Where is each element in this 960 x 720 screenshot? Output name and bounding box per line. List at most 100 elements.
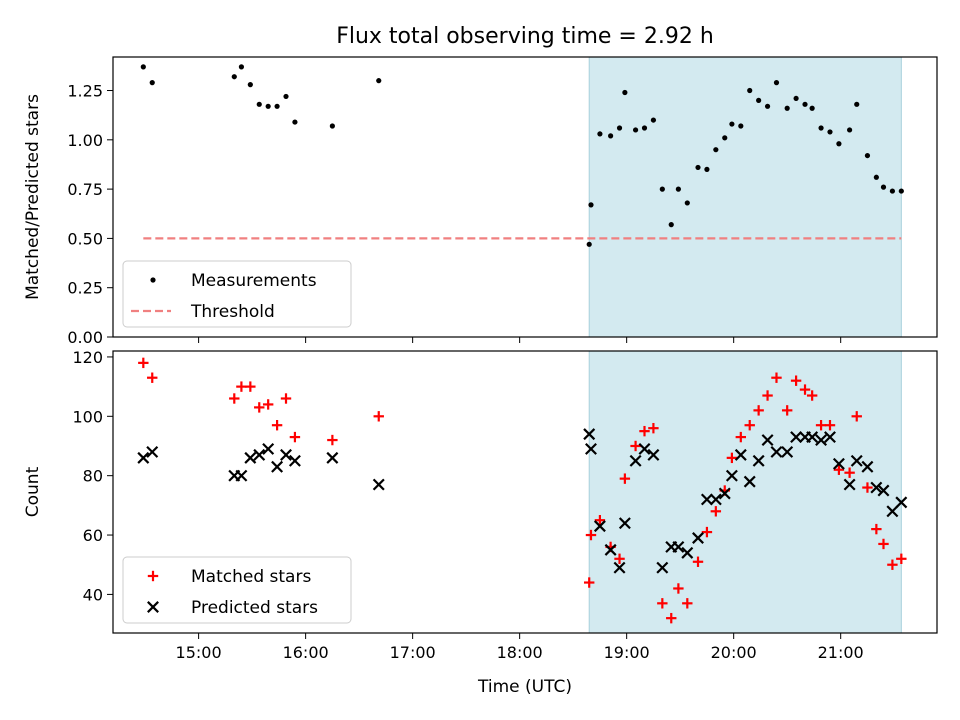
data-point bbox=[709, 493, 722, 506]
data-point bbox=[818, 125, 824, 131]
x-stroke-b bbox=[815, 434, 828, 447]
data-point bbox=[832, 457, 845, 470]
x-stroke-b bbox=[585, 442, 597, 455]
x-stroke-b bbox=[137, 451, 150, 464]
data-point bbox=[726, 452, 738, 464]
axes-frame bbox=[112, 56, 938, 338]
data-point bbox=[138, 357, 149, 369]
data-point bbox=[738, 123, 744, 129]
data-point bbox=[588, 202, 594, 208]
data-point bbox=[584, 577, 595, 588]
data-point bbox=[280, 393, 292, 404]
data-point bbox=[326, 451, 339, 464]
data-point bbox=[262, 442, 275, 455]
data-point bbox=[692, 532, 704, 544]
data-point bbox=[862, 482, 873, 493]
x-stroke-b bbox=[824, 431, 836, 444]
data-point bbox=[836, 141, 842, 147]
data-point bbox=[254, 402, 265, 413]
data-point bbox=[725, 469, 738, 482]
data-point bbox=[630, 440, 641, 452]
x-stroke-b bbox=[709, 493, 722, 506]
data-point bbox=[878, 538, 889, 550]
x-tick-label: 17:00 bbox=[390, 643, 436, 662]
ratio-panel: 0.00 0.25 0.50 0.75 1.00 1.25 Matched/Predicte… bbox=[23, 56, 938, 347]
data-point bbox=[597, 131, 603, 137]
x-stroke-b bbox=[761, 434, 774, 447]
data-point bbox=[140, 64, 146, 70]
data-point bbox=[743, 475, 756, 488]
y-tick-label: 1.00 bbox=[67, 131, 103, 150]
data-point bbox=[700, 493, 713, 506]
y-tick-label: 120 bbox=[72, 348, 103, 367]
x-stroke-b bbox=[743, 475, 756, 488]
y-tick-label: 80 bbox=[83, 467, 103, 486]
legend: Matched stars Predicted stars bbox=[122, 556, 352, 624]
y-axis-label: Matched/Predicted stars bbox=[23, 94, 43, 300]
data-point bbox=[710, 506, 722, 517]
data-point bbox=[790, 431, 803, 444]
data-point bbox=[887, 559, 898, 570]
data-point bbox=[641, 125, 648, 131]
data-point bbox=[149, 80, 155, 86]
data-point bbox=[638, 442, 651, 455]
x-tick-label: 20:00 bbox=[711, 643, 757, 662]
data-point bbox=[585, 442, 597, 455]
data-point bbox=[756, 97, 762, 103]
data-point bbox=[713, 147, 719, 153]
data-point bbox=[781, 445, 794, 458]
data-point bbox=[593, 520, 606, 533]
data-point bbox=[815, 420, 827, 431]
y-tick-label: 40 bbox=[83, 585, 103, 604]
data-point bbox=[850, 454, 863, 467]
x-stroke-b bbox=[877, 484, 890, 497]
data-point bbox=[802, 101, 808, 107]
x-stroke-b bbox=[850, 454, 863, 467]
data-point bbox=[898, 188, 904, 194]
x-stroke-b bbox=[638, 442, 651, 455]
data-point bbox=[619, 473, 631, 484]
data-point bbox=[594, 515, 606, 526]
x-stroke-b bbox=[326, 451, 339, 464]
x-axis-label: Time (UTC) bbox=[477, 677, 572, 697]
data-point bbox=[288, 454, 301, 467]
data-point bbox=[618, 517, 631, 530]
data-point bbox=[235, 469, 248, 482]
data-point bbox=[799, 384, 811, 395]
y-tick-label: 1.25 bbox=[67, 82, 103, 101]
data-point bbox=[695, 164, 701, 171]
data-point bbox=[647, 448, 660, 461]
data-point bbox=[770, 445, 783, 458]
x-stroke-b bbox=[618, 517, 631, 530]
x-stroke-b bbox=[781, 445, 794, 458]
data-point bbox=[229, 393, 240, 404]
x-stroke-b bbox=[832, 457, 845, 470]
data-point bbox=[744, 420, 755, 431]
data-point bbox=[622, 89, 628, 96]
data-point bbox=[585, 529, 597, 541]
x-stroke-b bbox=[681, 546, 694, 559]
x-stroke-b bbox=[235, 469, 248, 482]
y-tick-label: 0.00 bbox=[67, 328, 103, 347]
x-stroke-b bbox=[647, 448, 660, 461]
measurements-series bbox=[140, 64, 904, 247]
legend-label: Threshold bbox=[190, 302, 275, 322]
legend: Measurements Threshold bbox=[122, 260, 352, 328]
x-stroke-b bbox=[271, 460, 284, 473]
data-point bbox=[806, 390, 818, 401]
data-point bbox=[632, 127, 639, 133]
data-point bbox=[871, 523, 882, 535]
data-point bbox=[781, 405, 793, 416]
data-point bbox=[684, 200, 690, 206]
data-point bbox=[238, 64, 245, 70]
legend-label: Measurements bbox=[191, 271, 317, 291]
x-stroke-b bbox=[244, 451, 257, 464]
data-point bbox=[692, 556, 704, 567]
data-point bbox=[880, 184, 887, 190]
legend-box bbox=[122, 260, 352, 328]
data-point bbox=[583, 428, 596, 441]
data-point bbox=[735, 431, 747, 443]
data-point bbox=[851, 411, 862, 422]
x-stroke-b bbox=[613, 561, 626, 574]
